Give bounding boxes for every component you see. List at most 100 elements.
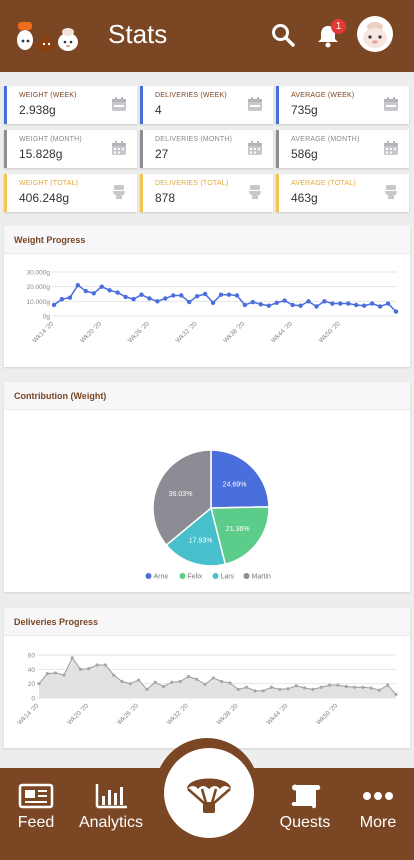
- data-point: [319, 685, 323, 689]
- data-point: [155, 299, 160, 304]
- data-point: [393, 309, 399, 314]
- data-point: [274, 300, 279, 305]
- series-area: [39, 657, 396, 698]
- stat-card-label: Deliveries (Total): [155, 180, 229, 187]
- data-point: [120, 679, 124, 684]
- nav-feed[interactable]: Feed: [0, 782, 76, 832]
- legend-marker: [179, 573, 186, 579]
- data-point: [282, 298, 287, 303]
- stat-card: Weight (Month) 15.828g: [4, 130, 137, 168]
- stat-card: Weight (Week) 2.938g: [4, 86, 137, 124]
- y-tick-label: 60: [28, 653, 36, 660]
- x-tick-label: Wk44 '20: [266, 702, 290, 726]
- stat-card-label: Weight (Total): [19, 180, 79, 187]
- data-point: [377, 304, 383, 309]
- stat-card-label: Weight (Week): [19, 92, 77, 99]
- data-point: [131, 296, 136, 302]
- data-point: [314, 304, 319, 309]
- data-point: [45, 672, 49, 676]
- stat-card-label: Deliveries (Week): [155, 92, 227, 99]
- calendar-month-icon: [384, 141, 398, 155]
- data-point: [354, 302, 359, 308]
- data-point: [311, 687, 315, 691]
- data-point: [99, 284, 104, 289]
- legend-label[interactable]: Martin: [252, 574, 272, 581]
- data-point: [361, 685, 365, 689]
- notification-badge: 1: [331, 19, 346, 34]
- pie-slice: [152, 449, 212, 547]
- data-point: [244, 685, 249, 689]
- data-point: [145, 687, 149, 691]
- data-point: [352, 685, 357, 689]
- data-point: [115, 290, 120, 295]
- data-point: [242, 302, 248, 308]
- data-point: [306, 299, 311, 304]
- data-point: [228, 681, 232, 685]
- data-point: [290, 302, 295, 308]
- data-point: [269, 685, 274, 689]
- data-point: [294, 684, 298, 688]
- legend-label[interactable]: Felix: [188, 574, 203, 581]
- y-tick-label: 20: [28, 681, 36, 688]
- pie-value-label: 21.36%: [226, 526, 250, 533]
- data-point: [266, 303, 271, 308]
- data-point: [210, 300, 216, 305]
- x-tick-label: Wk38 '20: [222, 320, 246, 344]
- top-app-bar: Stats 1: [0, 0, 414, 72]
- drop-delivery-button[interactable]: [164, 748, 254, 838]
- stat-card-value: 27: [155, 147, 169, 161]
- data-point: [107, 288, 112, 293]
- nav-more[interactable]: More: [338, 782, 414, 832]
- data-point: [303, 686, 307, 690]
- search-icon[interactable]: [270, 22, 296, 48]
- notifications-button[interactable]: 1: [314, 19, 346, 50]
- pie-slice: [210, 449, 270, 509]
- stat-card: Deliveries (Total) 878: [140, 174, 273, 212]
- data-point: [54, 671, 58, 675]
- data-point: [298, 303, 303, 308]
- series-line: [53, 284, 397, 313]
- data-point: [59, 296, 65, 302]
- legend-label[interactable]: Lars: [221, 574, 235, 581]
- stat-card-label: Average (Month): [291, 136, 360, 143]
- mascot-logo: [17, 22, 78, 53]
- stat-card-label: Average (Total): [291, 180, 356, 187]
- data-point: [336, 683, 340, 687]
- data-point: [153, 680, 157, 684]
- x-tick-label: Wk26 '20: [116, 702, 140, 726]
- data-point: [327, 683, 332, 687]
- data-point: [139, 292, 144, 297]
- stat-card-value: 735g: [291, 103, 318, 117]
- data-point: [67, 295, 73, 300]
- data-point: [211, 676, 215, 680]
- data-point: [137, 678, 141, 682]
- nav-feed-label: Feed: [17, 814, 55, 831]
- more-dots-icon: [363, 792, 393, 800]
- x-tick-label: Wk14 '20: [16, 702, 40, 726]
- data-point: [70, 656, 74, 660]
- panel-title: Weight Progress: [4, 226, 410, 254]
- x-tick-label: Wk32 '20: [166, 702, 190, 726]
- stat-card: Average (Total) 463g: [276, 174, 409, 212]
- stat-card-value: 586g: [291, 147, 318, 161]
- nav-quests[interactable]: Quests: [265, 782, 345, 832]
- data-point: [171, 293, 176, 298]
- nav-analytics-label: Analytics: [78, 814, 144, 831]
- data-point: [91, 291, 96, 296]
- stat-card-label: Weight (Month): [19, 136, 82, 143]
- data-point: [161, 684, 166, 689]
- y-tick-label: 20.000g: [27, 284, 51, 291]
- user-avatar[interactable]: [357, 16, 393, 52]
- data-point: [220, 679, 224, 684]
- data-point: [369, 686, 373, 690]
- stat-card-label: Deliveries (Month): [155, 136, 233, 143]
- stat-card-value: 406.248g: [19, 191, 70, 205]
- x-tick-label: Wk14 '20: [31, 320, 55, 344]
- pie-slice: [165, 506, 227, 567]
- nav-quests-label: Quests: [279, 814, 331, 831]
- nav-analytics[interactable]: Analytics: [71, 782, 151, 832]
- data-point: [194, 294, 200, 299]
- stat-card: Weight (Total) 406.248g: [4, 174, 137, 212]
- data-point: [203, 682, 207, 686]
- legend-label[interactable]: Arne: [154, 574, 169, 581]
